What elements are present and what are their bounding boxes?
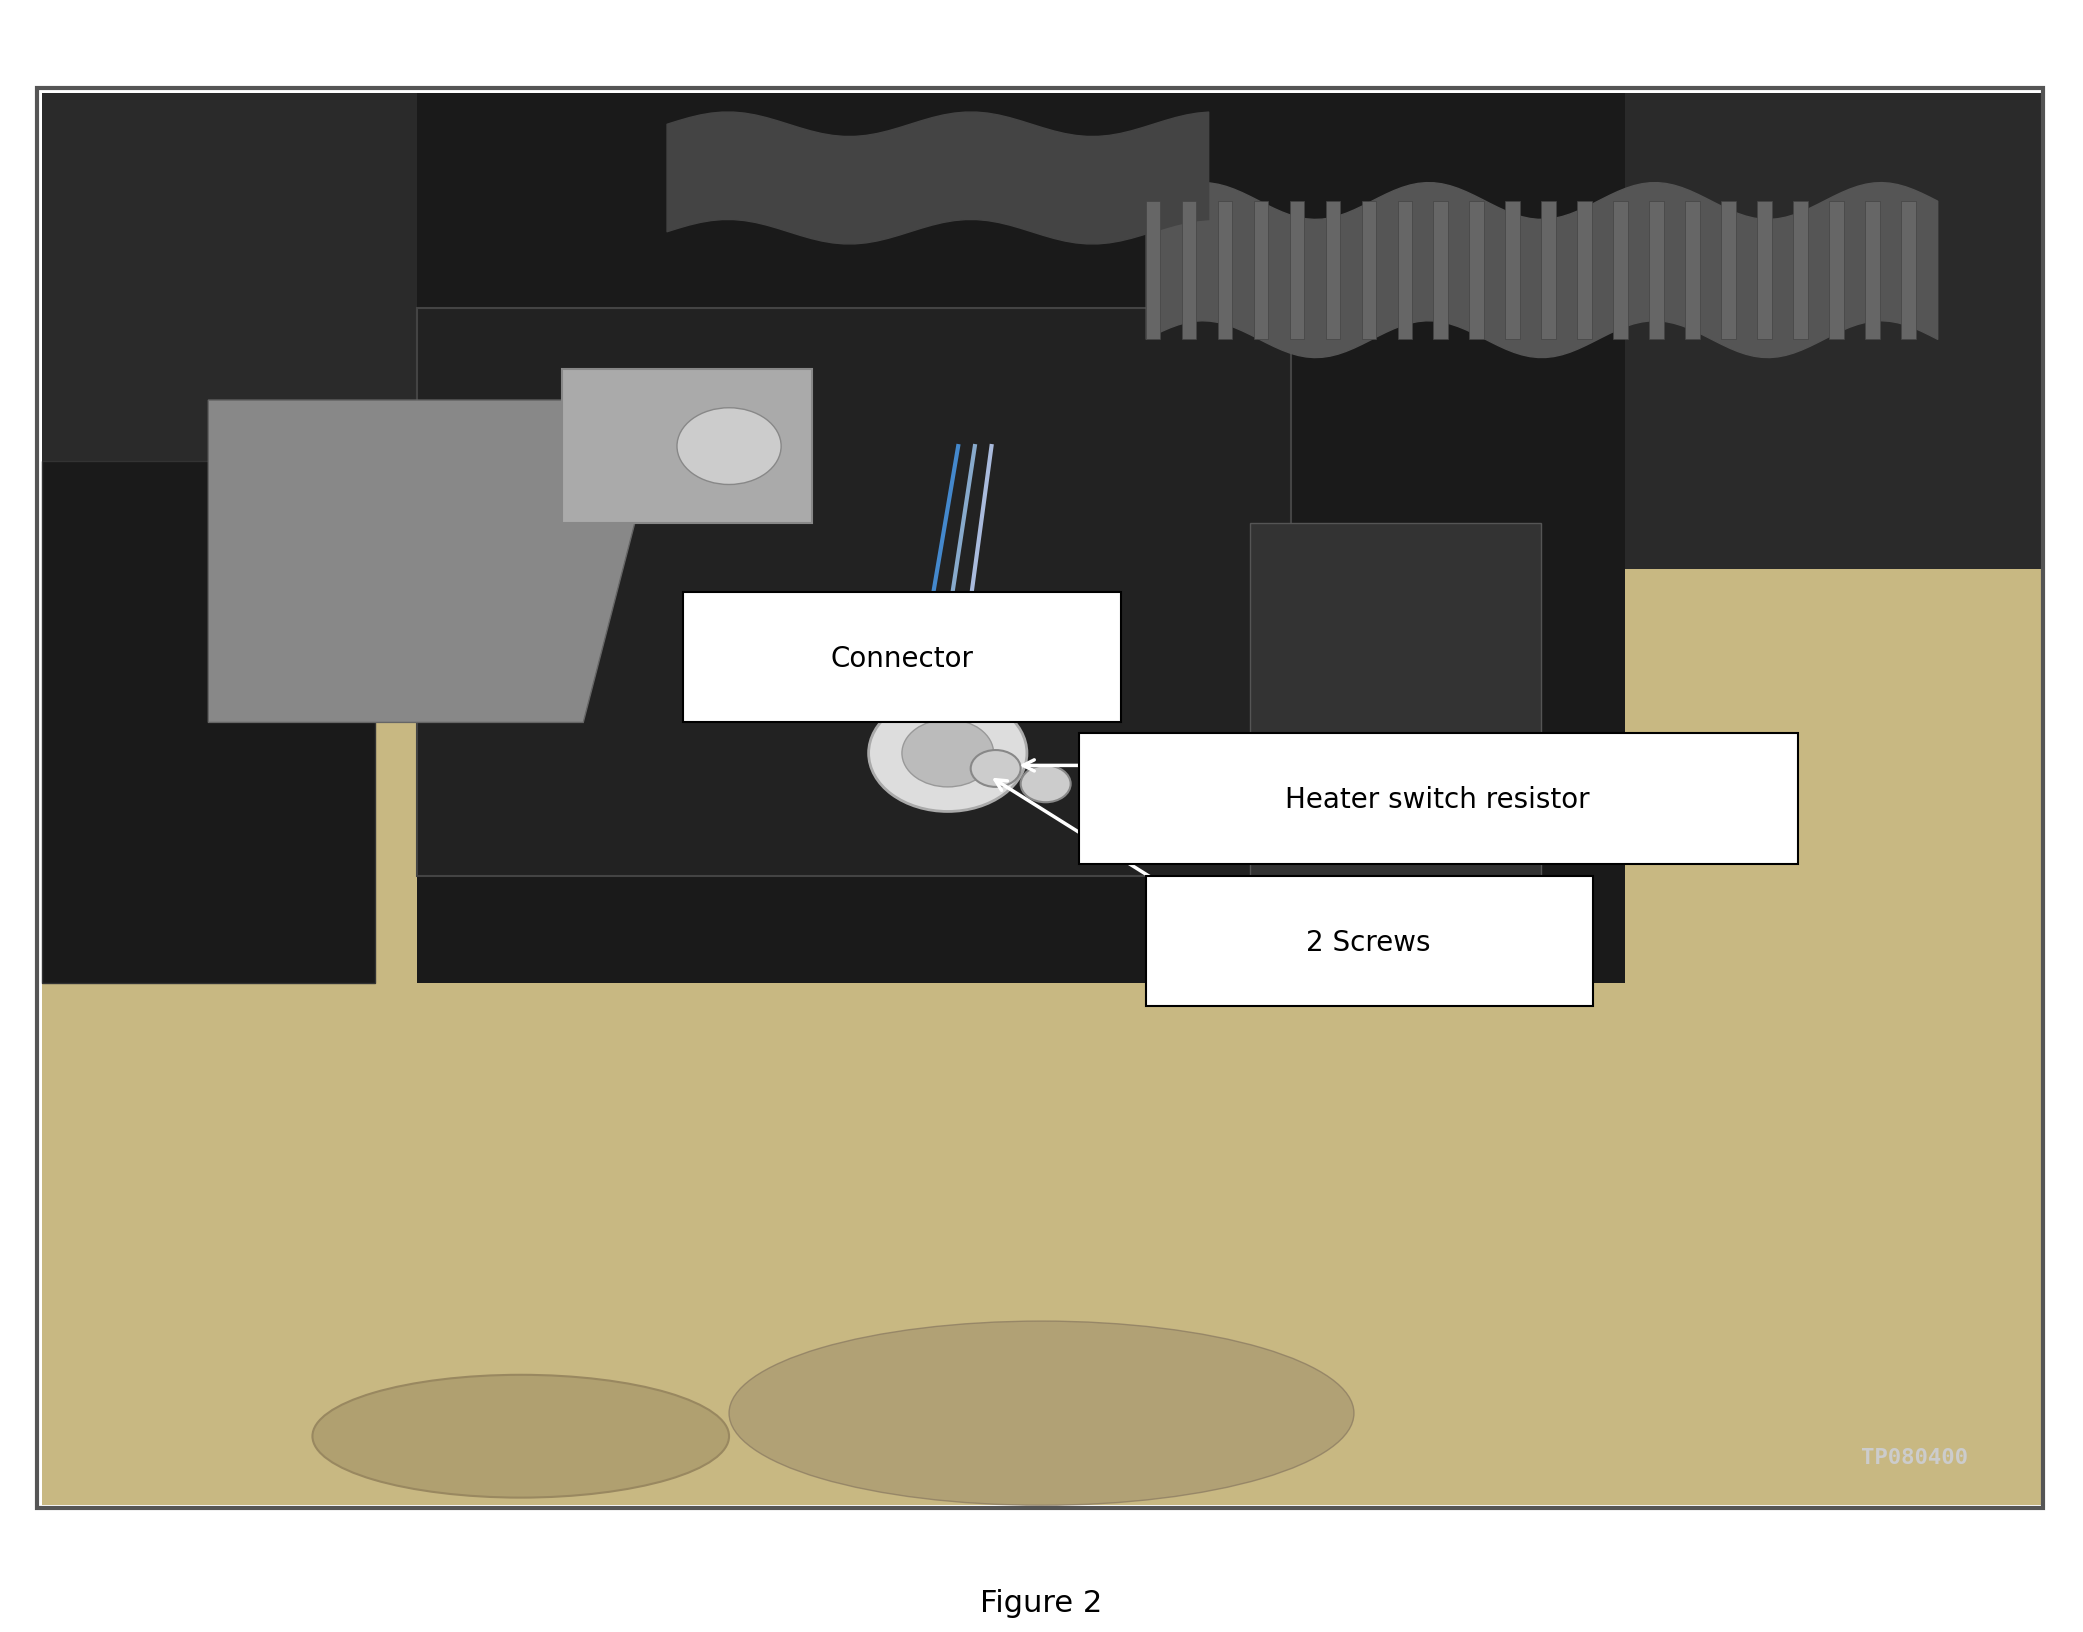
Ellipse shape [729, 1322, 1354, 1505]
Polygon shape [417, 95, 1625, 984]
Circle shape [869, 695, 1027, 813]
Bar [1289, 201, 1304, 339]
Bar [1181, 201, 1196, 339]
Polygon shape [42, 524, 417, 1505]
Bar [1325, 201, 1339, 339]
Bar [1469, 201, 1483, 339]
Bar [562, 370, 812, 524]
Polygon shape [1250, 524, 1541, 891]
Bar [1541, 201, 1556, 339]
Text: Figure 2: Figure 2 [981, 1588, 1102, 1617]
Bar [1433, 201, 1448, 339]
Text: TP080400: TP080400 [1862, 1448, 1968, 1467]
Text: Heater switch resistor: Heater switch resistor [1285, 785, 1589, 814]
Bar [1721, 201, 1735, 339]
Bar [1219, 201, 1233, 339]
FancyBboxPatch shape [1146, 876, 1593, 1007]
Text: Connector: Connector [831, 645, 973, 672]
Bar [1506, 201, 1521, 339]
Circle shape [902, 720, 994, 787]
Bar [1398, 201, 1412, 339]
Bar [1146, 201, 1160, 339]
Bar [1362, 201, 1377, 339]
Circle shape [1021, 765, 1071, 803]
Polygon shape [42, 462, 375, 984]
Bar [1829, 201, 1843, 339]
Circle shape [677, 408, 781, 485]
FancyBboxPatch shape [1079, 734, 1798, 863]
Polygon shape [208, 401, 667, 723]
Polygon shape [42, 95, 2041, 677]
FancyBboxPatch shape [683, 592, 1121, 723]
Bar [1254, 201, 1269, 339]
Ellipse shape [312, 1374, 729, 1498]
Bar [1758, 201, 1773, 339]
Text: 2 Screws: 2 Screws [1306, 929, 1431, 956]
Bar [1685, 201, 1700, 339]
Circle shape [971, 751, 1021, 787]
Polygon shape [417, 308, 1291, 876]
Polygon shape [42, 95, 2041, 1505]
Bar [1793, 201, 1808, 339]
Bar [1864, 201, 1879, 339]
Polygon shape [42, 769, 2041, 1505]
Bar [1577, 201, 1591, 339]
Bar [1650, 201, 1664, 339]
Bar [1902, 201, 1916, 339]
Polygon shape [1625, 570, 2041, 1505]
Bar [1614, 201, 1629, 339]
